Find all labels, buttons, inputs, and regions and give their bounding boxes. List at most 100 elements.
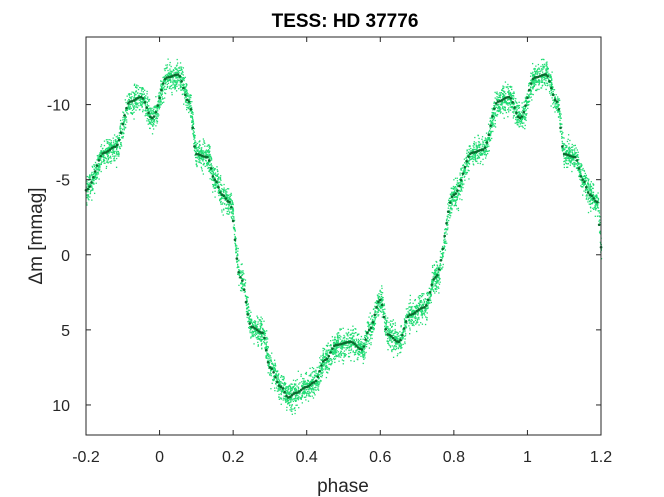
observation-point [474,158,477,160]
observation-point [251,322,254,325]
observation-point [119,128,121,130]
observation-point [546,61,548,63]
observation-point [590,181,592,183]
observation-point [247,327,250,329]
observation-point [377,308,379,310]
observation-point [238,274,240,276]
observation-point [106,147,108,149]
observation-point [129,108,131,110]
observation-point [569,160,571,162]
observation-point [439,269,442,272]
observation-point [118,147,121,149]
observation-point [444,249,447,251]
observation-point [543,63,546,65]
observation-point [131,113,134,115]
observation-point [429,295,432,298]
observation-point [594,208,596,210]
observation-point [518,104,521,107]
observation-point [238,273,241,275]
observation-point [280,391,283,393]
observation-point [536,80,538,83]
observation-point [159,100,162,102]
observation-point [446,229,449,231]
observation-point [318,377,320,379]
observation-point [397,337,399,340]
observation-point [150,121,152,124]
observation-point [185,100,187,102]
observation-point [510,99,512,102]
observation-point [432,280,434,282]
observation-point [410,321,412,323]
observation-point [107,148,109,150]
observation-point [517,111,519,114]
observation-point [93,175,96,177]
observation-point [174,82,176,84]
observation-point [316,366,318,369]
observation-point [334,353,337,355]
observation-point [119,147,121,150]
observation-point [260,336,262,338]
observation-point [503,93,505,95]
observation-point [368,342,370,345]
observation-point [538,84,540,86]
observation-point [193,138,195,140]
observation-point [231,218,234,220]
observation-point [142,110,144,113]
observation-point [511,105,514,108]
observation-point [566,155,568,158]
observation-point [400,343,402,345]
observation-point [340,328,343,330]
observation-point [595,207,598,210]
observation-point [293,397,296,400]
observation-point [375,316,377,318]
observation-point [318,366,320,369]
observation-point [425,298,427,301]
observation-point [117,155,119,157]
observation-point [414,309,416,312]
observation-point [453,179,455,181]
observation-point [360,345,363,348]
observation-point [132,106,135,109]
observation-point [113,140,115,142]
observation-point [322,357,324,359]
observation-point [539,70,541,73]
observation-point [542,66,544,68]
observation-point [371,337,373,340]
observation-point [517,120,519,122]
observation-point [508,92,510,94]
observation-point [589,187,591,189]
observation-point [581,164,583,167]
observation-point [147,114,149,116]
observation-point [111,153,114,155]
observation-point [400,326,402,328]
observation-point [148,99,150,101]
observation-point [242,283,244,285]
observation-point [246,298,248,300]
observation-point [591,201,594,204]
observation-point [194,141,196,144]
observation-point [350,334,352,336]
observation-point [164,82,167,84]
observation-point [178,87,180,90]
observation-point [479,151,481,154]
observation-point [490,121,493,123]
observation-point [166,86,168,89]
observation-point [361,341,363,344]
observation-point [571,150,573,152]
observation-point [178,84,180,86]
observation-point [161,102,163,105]
observation-point [228,206,230,208]
observation-point [143,93,145,95]
observation-point [196,161,198,163]
observation-point [368,333,370,335]
observation-point [378,309,380,311]
observation-point [207,154,209,156]
observation-point [134,102,136,105]
observation-point [585,187,588,190]
observation-point [599,241,602,244]
observation-point [155,114,157,116]
observation-point [517,107,520,109]
observation-point [280,376,282,379]
observation-point [345,344,347,346]
observation-point [424,314,426,316]
